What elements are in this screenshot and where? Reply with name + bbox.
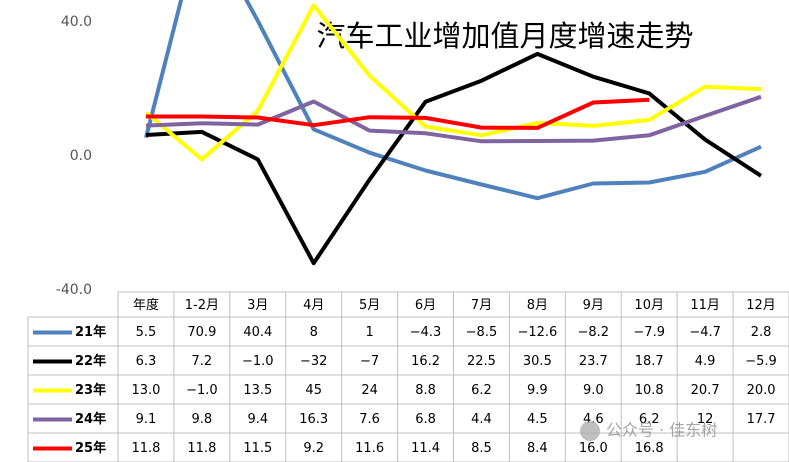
- x-tick-label: 年度: [133, 297, 159, 313]
- table-cell: 11.5: [243, 441, 272, 456]
- series-line: [145, 94, 762, 144]
- legend-label: 25年: [75, 440, 106, 456]
- table-cell: 11.4: [411, 441, 440, 456]
- legend-label: 21年: [75, 324, 106, 340]
- table-cell: 7.2: [192, 354, 213, 369]
- table-cell: 8.4: [527, 441, 548, 456]
- table-cell: 1: [365, 325, 373, 340]
- table-cell: 40.4: [243, 325, 272, 340]
- table-cell: 20.0: [747, 383, 776, 398]
- x-tick-label: 1-2月: [185, 298, 219, 313]
- table-cell: 17.7: [747, 412, 776, 427]
- table-cell: −4.3: [410, 325, 442, 340]
- table-cell: 30.5: [523, 354, 552, 369]
- x-tick-label: 7月: [471, 298, 492, 313]
- watermark-icon: [580, 421, 600, 441]
- table-cell: 2.8: [751, 325, 772, 340]
- table-cell: 22.5: [467, 354, 496, 369]
- table-cell: −1.0: [242, 354, 274, 369]
- table-cell: −5.9: [745, 354, 777, 369]
- x-tick-label: 9月: [583, 298, 604, 313]
- table-cell: 8.5: [471, 441, 492, 456]
- table-cell: 6.3: [136, 354, 157, 369]
- table-cell: −1.0: [186, 383, 218, 398]
- table-cell: 6.2: [639, 412, 660, 427]
- x-tick-label: 5月: [359, 298, 380, 313]
- x-tick-label: 11月: [690, 298, 720, 313]
- table-cell: 4.9: [695, 354, 716, 369]
- table-cell: 9.9: [527, 383, 548, 398]
- series-line: [146, 97, 650, 130]
- data-table: 年度 1-2月 3月 4月 5月 6月 7月 8月 9月 10月 11月 12月 21年 5.5 70.9 4…: [27, 291, 789, 462]
- table-cell: −7: [360, 354, 379, 369]
- table-cell: 16.0: [579, 441, 608, 456]
- x-tick-label: 12月: [746, 298, 776, 313]
- y-tick-label: -40.0: [56, 282, 92, 298]
- table-cell: 9.4: [247, 412, 268, 427]
- table-cell: 9.8: [192, 412, 213, 427]
- table-cell: 8.8: [415, 383, 436, 398]
- table-cell: 70.9: [187, 325, 216, 340]
- watermark: 公众号 · 佳东树: [580, 421, 717, 441]
- table-cell: 13.0: [131, 383, 160, 398]
- table-cell: 4.4: [471, 412, 492, 427]
- table-cell: 20.7: [691, 383, 720, 398]
- table-cell: 18.7: [635, 354, 664, 369]
- legend-label: 23年: [75, 382, 106, 398]
- table-cell: 16.8: [635, 441, 664, 456]
- table-cell: 24: [361, 383, 378, 398]
- table-cell: 11.8: [187, 441, 216, 456]
- table-cell: −32: [300, 354, 327, 369]
- chart-title: 汽车工业增加值月度增速走势: [316, 19, 693, 53]
- series-line: [145, 51, 763, 266]
- table-cell: 9.2: [303, 441, 324, 456]
- table-cell: 9.1: [136, 412, 157, 427]
- table-cell: 13.5: [243, 383, 272, 398]
- table-cell: 16.2: [411, 354, 440, 369]
- x-tick-label: 4月: [303, 298, 324, 313]
- table-cell: 45: [305, 383, 322, 398]
- table-cell: −4.7: [689, 325, 721, 340]
- plot-area: [144, 0, 763, 266]
- table-cell: −7.9: [633, 325, 665, 340]
- table-cell: 7.6: [359, 412, 380, 427]
- table-cell: −8.2: [578, 325, 610, 340]
- x-tick-label: 10月: [634, 298, 664, 313]
- table-cell: 12: [697, 412, 714, 427]
- table-cell: −8.5: [466, 325, 498, 340]
- table-cell: −12.6: [517, 325, 557, 340]
- table-cell: 6.2: [471, 383, 492, 398]
- x-tick-label: 6月: [415, 298, 436, 313]
- x-tick-label: 8月: [527, 298, 548, 313]
- table-cell: 11.6: [355, 441, 384, 456]
- table-cell: 16.3: [299, 412, 328, 427]
- y-tick-label: 40.0: [61, 14, 92, 30]
- table-cell: 6.8: [415, 412, 436, 427]
- table-cell: 9.0: [583, 383, 604, 398]
- legend-label: 22年: [75, 353, 106, 369]
- series-line: [144, 0, 762, 201]
- legend-label: 24年: [75, 411, 106, 427]
- table-cell: 10.8: [635, 383, 664, 398]
- table-cell: 23.7: [579, 354, 608, 369]
- table-cell: 11.8: [131, 441, 160, 456]
- table-cell: 5.5: [136, 325, 157, 340]
- watermark-text: 公众号 · 佳东树: [606, 421, 717, 440]
- x-tick-label: 3月: [247, 298, 268, 313]
- table-cell: 8: [310, 325, 318, 340]
- y-tick-label: 0.0: [70, 148, 92, 164]
- table-cell: 4.5: [527, 412, 548, 427]
